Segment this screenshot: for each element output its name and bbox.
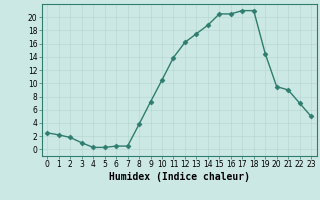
X-axis label: Humidex (Indice chaleur): Humidex (Indice chaleur) — [109, 172, 250, 182]
